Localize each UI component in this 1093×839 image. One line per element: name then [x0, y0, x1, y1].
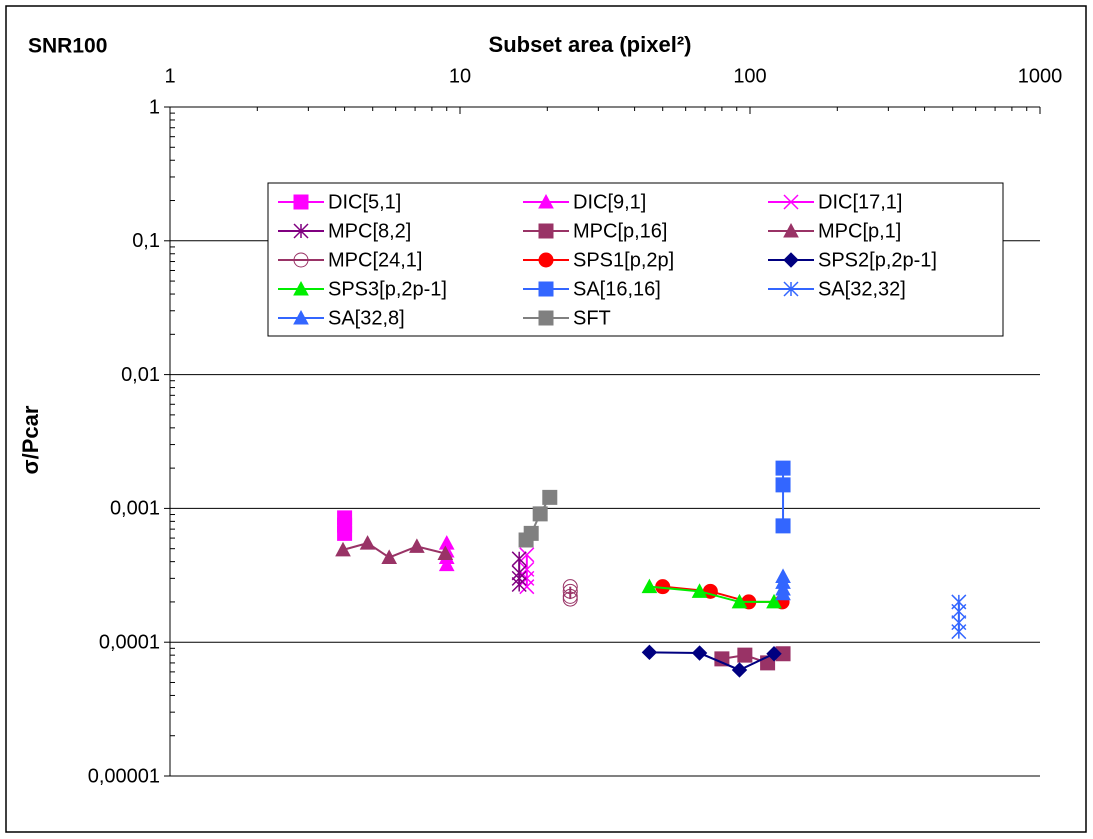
legend-marker — [538, 281, 554, 297]
x-tick-label: 10 — [449, 65, 471, 87]
data-point — [335, 541, 351, 557]
legend-label: DIC[17,1] — [818, 191, 902, 213]
y-tick-label: 0,001 — [110, 498, 160, 520]
data-point — [438, 556, 455, 572]
data-point — [691, 645, 708, 661]
x-tick-label: 1000 — [1018, 65, 1063, 87]
data-point — [655, 579, 671, 595]
data-point — [731, 662, 748, 678]
legend-marker — [293, 252, 309, 268]
data-point — [532, 506, 548, 522]
series — [641, 644, 782, 678]
legend-label: SA[32,8] — [328, 307, 405, 329]
legend-label: SA[16,16] — [573, 278, 661, 300]
chart-frame — [5, 5, 1087, 833]
series — [775, 460, 791, 534]
legend-marker — [538, 193, 554, 209]
legend-marker — [783, 194, 799, 210]
series — [562, 579, 578, 607]
series-line — [649, 585, 775, 603]
legend-box — [267, 182, 1004, 337]
legend-label: DIC[5,1] — [328, 191, 401, 213]
y-tick-label: 0,00001 — [88, 765, 160, 787]
y-axis-title: σ/Pcar — [18, 405, 43, 474]
data-point — [409, 538, 425, 553]
legend-label: SPS1[p,2p] — [573, 249, 674, 271]
legend-label: MPC[24,1] — [328, 249, 422, 271]
data-point — [562, 583, 578, 599]
legend-marker — [293, 223, 309, 239]
legend-marker — [783, 252, 799, 268]
series — [775, 568, 791, 601]
data-point — [775, 477, 791, 493]
series — [518, 489, 558, 548]
data-point — [775, 460, 791, 476]
y-tick-label: 0,0001 — [99, 631, 160, 653]
data-point — [562, 591, 578, 607]
legend-label: MPC[p,16] — [573, 220, 667, 242]
series — [337, 510, 353, 541]
x-tick-label: 100 — [733, 65, 766, 87]
y-tick-label: 0,1 — [132, 230, 160, 252]
legend-marker — [538, 310, 554, 326]
data-point — [511, 551, 527, 567]
data-point — [766, 593, 782, 609]
data-point — [519, 547, 535, 563]
x-tick-label: 1 — [164, 65, 175, 87]
legend-label: SFT — [573, 307, 611, 329]
legend-marker — [783, 281, 799, 297]
legend-marker — [293, 309, 309, 325]
legend-marker — [538, 223, 554, 239]
data-point — [641, 578, 658, 594]
data-point — [691, 583, 708, 598]
data-point — [731, 593, 748, 609]
legend-label: MPC[p,1] — [818, 220, 901, 242]
data-point — [562, 579, 578, 595]
data-point — [737, 647, 753, 663]
series — [335, 535, 454, 564]
legend-label: SPS3[p,2p-1] — [328, 278, 447, 300]
legend-label: DIC[9,1] — [573, 191, 646, 213]
legend-label: MPC[8,2] — [328, 220, 411, 242]
series — [641, 578, 782, 609]
chart-title: SNR100 — [28, 35, 107, 58]
data-point — [359, 535, 376, 550]
data-point — [381, 549, 398, 564]
data-point — [641, 644, 658, 661]
legend-label: SPS2[p,2p-1] — [818, 249, 937, 271]
y-tick-label: 0,01 — [121, 364, 160, 386]
legend-marker — [293, 280, 309, 296]
data-point — [775, 585, 791, 601]
data-point — [766, 646, 782, 662]
data-point — [951, 624, 967, 640]
data-point — [542, 489, 558, 505]
series — [511, 551, 527, 593]
series — [951, 594, 967, 640]
data-point — [523, 525, 539, 541]
data-point — [337, 525, 353, 541]
data-point — [437, 545, 454, 561]
legend-marker — [293, 194, 309, 210]
y-tick-label: 1 — [149, 96, 160, 118]
x-axis-title: Subset area (pixel²) — [489, 32, 692, 57]
series-line — [649, 651, 775, 672]
legend-marker — [538, 252, 554, 268]
legend-marker — [783, 222, 799, 238]
data-point — [511, 576, 527, 593]
legend-label: SA[32,32] — [818, 278, 906, 300]
data-point — [775, 518, 791, 534]
